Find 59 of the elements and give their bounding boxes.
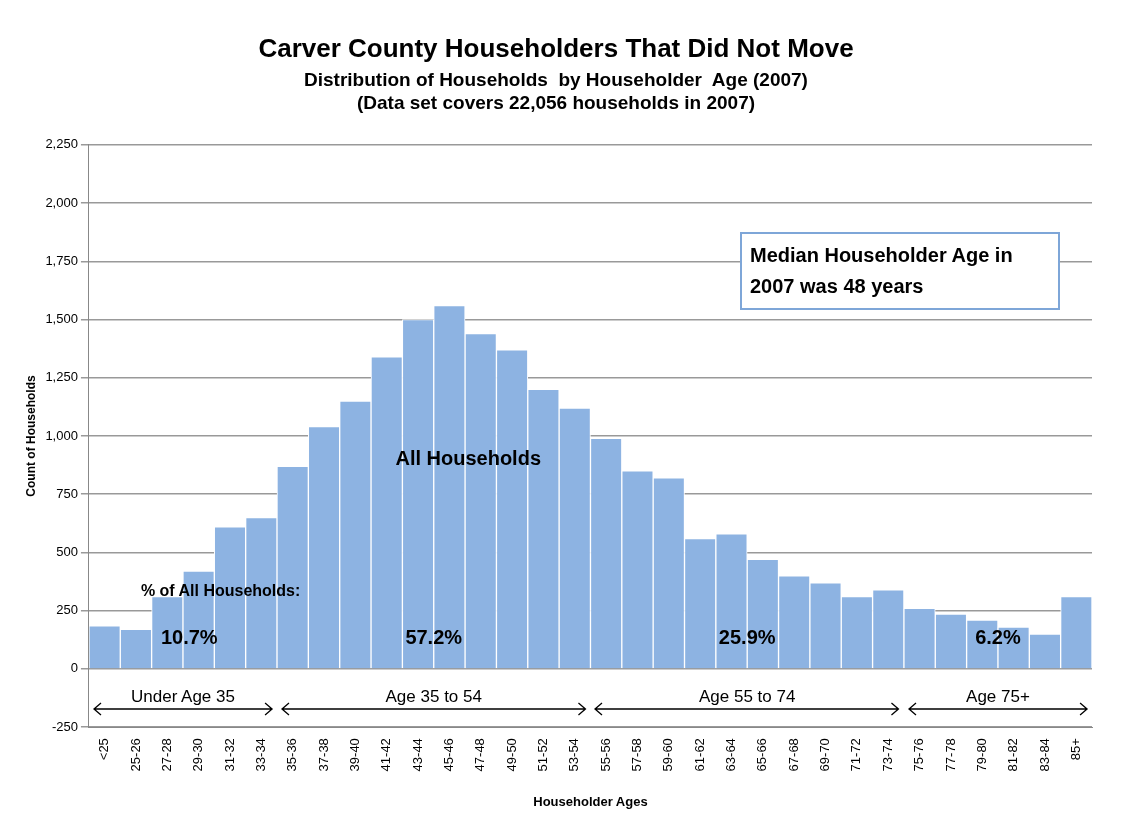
x-tick-label: 67-68 [785,738,801,772]
annotation: All Households [395,446,542,469]
x-tick-label: 63-64 [723,738,739,772]
annotation: Age 55 to 74 [698,686,796,706]
x-tick-label: 83-84 [1036,738,1052,772]
text: (Data set covers 22,056 households in 2007) [356,91,756,113]
chart-subtitle: Distribution of Households by Householder Age (2007) [304,68,808,90]
y-tick-label: 0 [70,660,78,676]
x-tick-label: 37-38 [315,738,331,772]
y-tick-label: 1,750 [45,252,78,268]
y-tick-label: 250 [56,602,78,618]
annotation: Age 75+ [966,686,1030,706]
x-tick-label: 59-60 [660,738,676,772]
x-tick-label: 39-40 [346,738,362,772]
y-tick-label: 750 [56,485,78,501]
x-tick-label: 57-58 [629,738,645,772]
x-tick-label: 41-42 [378,738,394,772]
y-tick-label: 1,000 [45,427,78,443]
x-tick-label: 51-52 [535,738,551,772]
y-tick-label: 2,000 [45,194,78,210]
annotation: Median Householder Age in 2007 was 48 years [740,232,1060,310]
x-tick-label: 35-36 [284,738,300,772]
x-tick-label: 53-54 [566,738,582,772]
x-tick-label: 29-30 [190,738,206,772]
annotation: 10.7% [160,626,218,649]
x-tick-label: 61-62 [691,738,707,772]
x-tick-label: 25-26 [127,738,143,772]
annotation: Under Age 35 [130,686,235,706]
annotation: 6.2% [975,626,1021,649]
x-tick-label: 81-82 [1005,738,1021,772]
y-tick-label: 2,250 [45,136,78,152]
x-tick-label: 27-28 [158,738,174,772]
y-axis-title: Count of Households [23,375,38,497]
x-tick-label: 65-66 [754,738,770,772]
chart-title: Carver County Householders That Did Not Move [258,32,854,63]
x-tick-label: <25 [96,738,112,761]
annotation: 57.2% [405,626,463,649]
x-tick-label: 31-32 [221,738,237,772]
x-tick-label: 85+ [1067,738,1083,761]
annotation: Age 35 to 54 [385,686,482,706]
y-tick-label: 1,250 [45,369,78,385]
x-tick-label: 79-80 [973,738,989,772]
x-tick-label: 69-70 [817,738,833,772]
x-tick-label: 55-56 [597,738,613,772]
x-tick-label: 77-78 [942,738,958,772]
y-tick-label: 1,500 [45,311,78,327]
annotation: 25.9% [718,626,776,649]
x-tick-label: 73-74 [879,738,895,772]
x-tick-label: 33-34 [252,738,268,772]
x-tick-label: 43-44 [409,738,425,772]
x-axis-title: Householder Ages [533,793,648,809]
x-tick-label: 47-48 [472,738,488,772]
x-tick-label: 45-46 [440,738,456,772]
y-tick-label: 500 [56,544,78,560]
x-tick-label: 71-72 [848,738,864,772]
x-tick-label: 49-50 [503,738,519,772]
annotation: % of All Households: [140,582,301,600]
y-tick-label: -250 [51,718,78,734]
x-tick-label: 75-76 [911,738,927,772]
